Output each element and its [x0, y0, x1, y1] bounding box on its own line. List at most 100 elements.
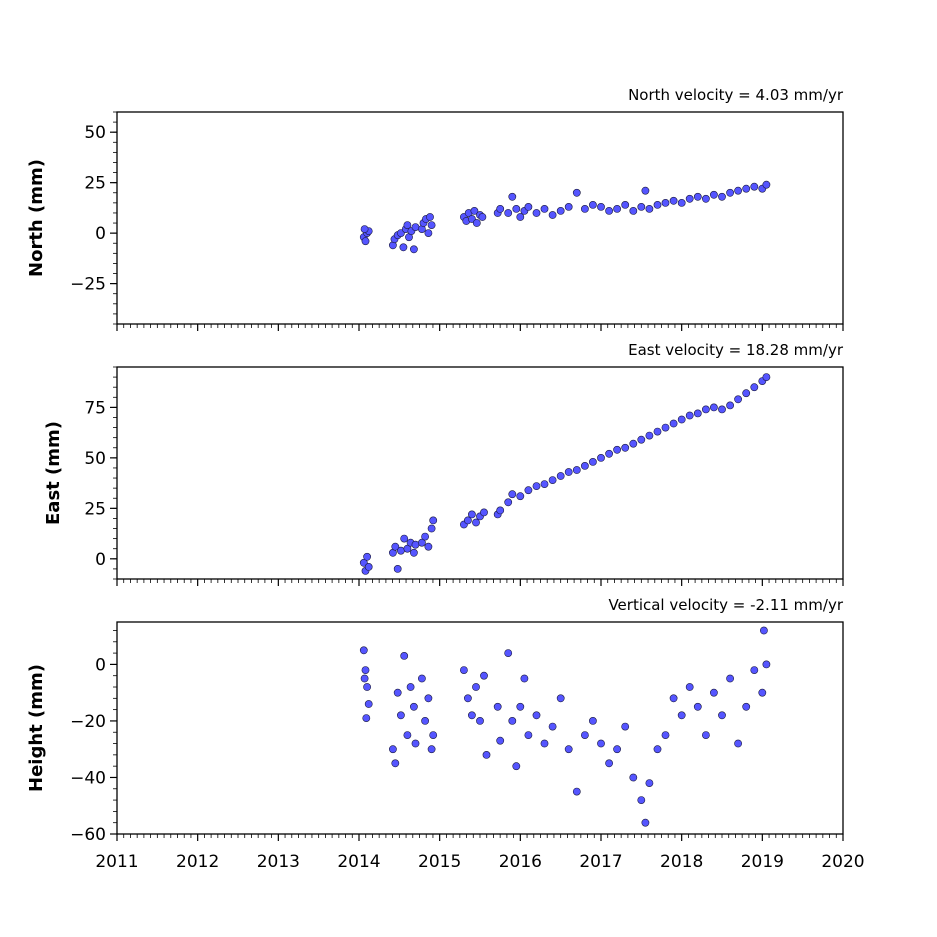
height-data-point: [459, 666, 468, 674]
height-data-point: [718, 711, 726, 720]
east-data-point: [742, 389, 751, 398]
north-data-point: [556, 206, 565, 215]
north-ylabel: North (mm): [26, 159, 47, 277]
east-data-point: [726, 401, 734, 410]
east-points: [359, 373, 771, 575]
north-data-point: [669, 196, 678, 205]
east-ytick-label: 50: [84, 449, 106, 469]
height-xtick-label: 2020: [821, 852, 864, 872]
height-data-point: [661, 731, 670, 739]
height-data-point: [589, 717, 597, 725]
height-data-point: [403, 731, 412, 739]
east-data-point: [605, 449, 613, 458]
east-data-point: [750, 383, 759, 392]
east-data-point: [629, 439, 638, 448]
north-panel: North velocity = 4.03 mm/yr North (mm) −…: [26, 86, 844, 331]
height-ylabel: Height (mm): [26, 664, 47, 792]
height-data-point: [645, 779, 654, 787]
east-data-point: [393, 565, 402, 573]
height-ytick-label: −60: [70, 825, 106, 845]
north-data-point: [629, 206, 638, 215]
height-data-point: [429, 731, 438, 739]
north-data-point: [581, 204, 589, 213]
east-data-point: [693, 409, 702, 418]
north-data-point: [653, 200, 662, 209]
north-data-point: [637, 202, 646, 211]
north-data-point: [693, 192, 702, 201]
height-data-point: [364, 700, 373, 708]
height-data-point: [685, 683, 694, 691]
height-data-point: [467, 711, 476, 720]
north-data-point: [734, 186, 742, 195]
height-panel: Vertical velocity = -2.11 mm/yr Height (…: [26, 596, 865, 872]
height-data-point: [476, 717, 484, 725]
height-data-point: [548, 722, 557, 731]
height-axes-frame: [116, 621, 844, 835]
height-data-point: [693, 702, 702, 711]
east-data-point: [685, 411, 694, 420]
east-data-point: [637, 435, 646, 444]
height-points: [359, 626, 771, 827]
north-data-point: [361, 237, 370, 246]
north-data-point: [409, 245, 418, 254]
east-data-point: [364, 563, 373, 571]
height-data-point: [726, 674, 734, 683]
north-data-point: [424, 229, 433, 237]
height-data-point: [427, 745, 436, 754]
height-xtick-label: 2015: [418, 852, 461, 872]
north-data-point: [516, 213, 525, 221]
height-data-point: [621, 722, 630, 731]
east-data-point: [396, 546, 405, 555]
north-data-point: [508, 192, 517, 201]
height-data-point: [512, 762, 521, 771]
east-data-point: [480, 508, 488, 517]
east-data-point: [403, 544, 412, 553]
east-data-point: [572, 466, 581, 474]
east-data-point: [463, 516, 472, 525]
height-data-point: [540, 739, 549, 748]
height-data-point: [532, 711, 541, 720]
east-data-point: [467, 510, 476, 519]
north-data-point: [427, 221, 436, 229]
east-data-point: [669, 419, 678, 428]
north-data-point: [572, 188, 581, 197]
height-data-point: [564, 745, 573, 754]
north-ytick-label: −25: [70, 275, 106, 295]
north-data-point: [532, 209, 541, 217]
height-data-point: [393, 688, 402, 697]
height-xtick-label: 2018: [660, 852, 703, 872]
east-ytick-label: 25: [84, 499, 106, 519]
north-data-point: [677, 198, 686, 207]
east-data-point: [548, 476, 557, 484]
north-data-point: [597, 202, 605, 211]
height-data-point: [400, 652, 409, 660]
east-data-point: [400, 534, 409, 543]
east-data-point: [677, 415, 686, 424]
north-data-point: [496, 204, 505, 213]
height-ytick-label: −40: [70, 768, 106, 788]
east-data-point: [516, 492, 525, 501]
east-data-point: [417, 538, 426, 547]
height-data-point: [641, 818, 650, 827]
height-data-point: [396, 711, 405, 720]
north-data-point: [621, 200, 630, 209]
east-data-point: [653, 427, 662, 436]
height-data-point: [637, 796, 646, 804]
north-data-point: [524, 202, 533, 211]
height-data-point: [391, 759, 400, 768]
height-data-point: [762, 660, 771, 669]
north-data-point: [411, 223, 420, 231]
height-data-point: [496, 736, 505, 745]
height-data-point: [597, 739, 605, 748]
east-data-point: [508, 490, 517, 499]
height-data-point: [504, 649, 513, 657]
height-data-point: [516, 702, 525, 711]
north-data-point: [718, 192, 726, 201]
east-data-point: [540, 480, 549, 488]
east-data-point: [556, 472, 565, 480]
north-data-point: [710, 190, 718, 199]
height-data-point: [702, 731, 710, 739]
east-data-point: [597, 453, 605, 462]
east-data-point: [427, 524, 436, 533]
height-xtick-label: 2017: [579, 852, 622, 872]
